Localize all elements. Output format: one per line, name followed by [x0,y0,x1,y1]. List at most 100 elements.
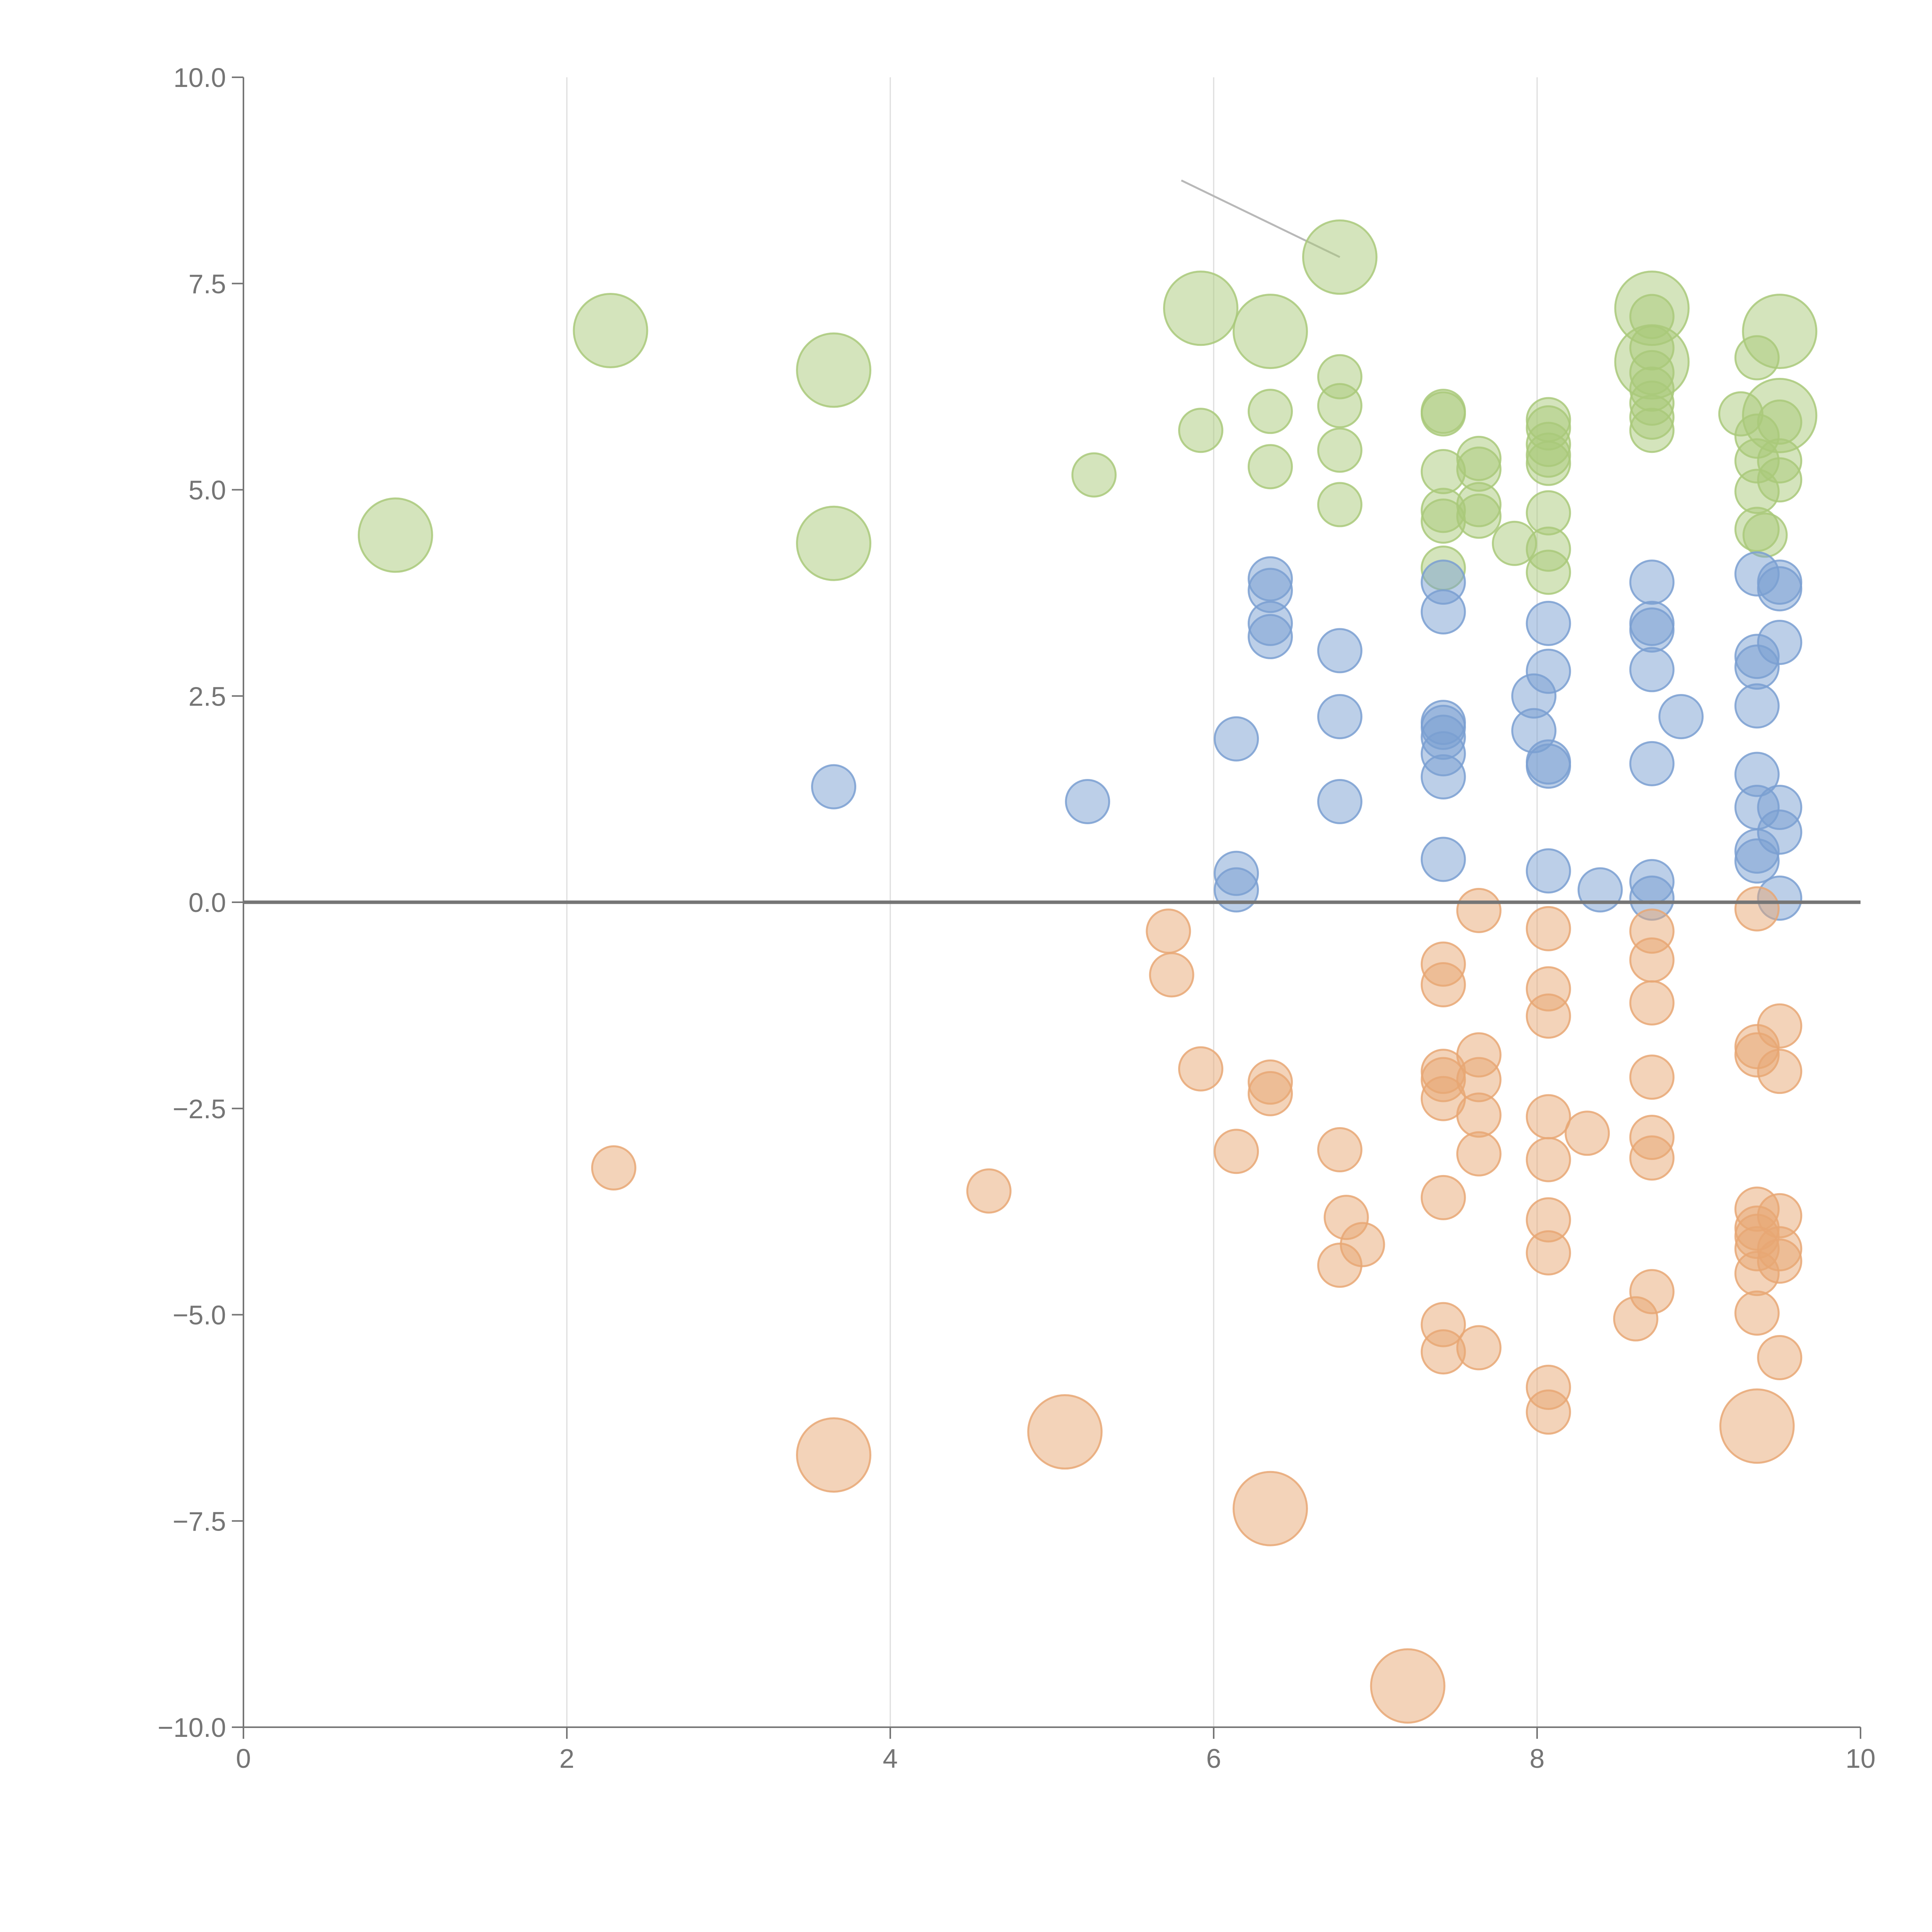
x-tick-label: 8 [1530,1743,1545,1774]
data-point-orange [1526,1389,1571,1435]
data-point-blue [1629,647,1675,692]
data-points [357,219,1818,1724]
data-point-blue [1526,848,1571,894]
y-tick-label: 2.5 [189,681,226,711]
data-point-orange [1526,1137,1571,1182]
data-point-green [1178,408,1224,453]
data-point-green [1232,294,1308,369]
data-point-orange [1214,1129,1259,1174]
data-point-green [1302,219,1378,295]
x-tick-label: 10 [1845,1743,1876,1774]
data-point-orange [1340,1222,1385,1267]
data-point-green [1456,493,1502,539]
data-point-orange [1757,1049,1803,1094]
data-point-blue [1757,619,1803,665]
data-point-blue [1526,600,1571,646]
data-point-blue [1317,694,1362,740]
data-point-green [1247,389,1293,434]
data-point-orange [1526,1230,1571,1276]
data-point-orange [1757,1003,1803,1049]
data-point-orange [1629,1054,1675,1100]
data-point-orange [1420,962,1466,1007]
data-point-blue [1420,754,1466,799]
data-point-blue [1065,779,1111,825]
data-point-blue [1658,694,1704,740]
x-tick-label: 6 [1206,1743,1221,1774]
data-point-orange [1526,906,1571,951]
data-point-orange [1719,1388,1795,1464]
y-tick-label: −2.5 [173,1094,226,1124]
data-point-orange [1629,980,1675,1026]
data-point-blue [1247,614,1293,660]
data-point-green [1742,294,1818,369]
data-point-green [1071,452,1117,498]
data-point-green [1317,427,1362,473]
data-point-orange [1734,886,1780,932]
y-tick-label: 5.0 [189,475,226,505]
data-point-orange [1456,1092,1502,1138]
data-point-orange [1456,1131,1502,1177]
data-point-blue [1629,560,1675,605]
data-point-orange [1146,908,1191,954]
x-tick-label: 4 [883,1743,898,1774]
data-point-blue [1214,867,1259,913]
data-point-green [1742,512,1788,558]
data-point-orange [1178,1046,1224,1092]
data-point-orange [591,1145,636,1190]
data-point-orange [1149,952,1194,998]
y-tick-label: 10.0 [173,63,226,93]
data-point-green [1757,457,1803,503]
data-point-green [1629,408,1675,453]
y-tick-label: −7.5 [173,1506,226,1536]
data-point-orange [1757,1335,1803,1381]
data-point-orange [796,1417,872,1493]
data-point-orange [1565,1111,1610,1156]
y-tick-label: −10.0 [158,1713,226,1743]
data-point-green [1247,444,1293,490]
data-point-green [573,293,648,368]
data-point-blue [1420,589,1466,634]
data-point-blue [1317,628,1362,673]
data-point-green [1420,391,1466,437]
data-point-green [1526,549,1571,595]
data-point-orange [1526,1094,1571,1139]
data-point-blue [1577,867,1623,913]
data-point-blue [1629,741,1675,786]
data-point-green [357,497,433,573]
data-point-blue [1757,810,1803,855]
data-point-blue [1734,683,1780,729]
data-point-orange [1027,1394,1103,1470]
data-point-orange [1629,1135,1675,1181]
data-point-blue [1420,837,1466,882]
data-point-orange [966,1168,1012,1214]
data-point-orange [1370,1648,1446,1724]
data-point-blue [1629,607,1675,653]
y-tick-label: 0.0 [189,888,226,918]
data-point-green [1526,440,1571,486]
data-point-green [1317,383,1362,429]
data-point-orange [1629,1269,1675,1315]
data-point-blue [1526,743,1571,789]
x-tick-label: 2 [560,1743,575,1774]
tick-labels: 0 2 4 6 8 10 10.0 7.5 5.0 2.5 0.0 −2.5 −5.0 −7.5 −10.0 [158,63,1876,1774]
y-tick-label: −5.0 [173,1300,226,1330]
data-point-blue [811,764,857,810]
data-point-blue [1757,566,1803,612]
axes [232,77,1861,1739]
data-point-orange [1734,1290,1780,1336]
data-point-orange [1247,1071,1293,1116]
data-point-orange [1526,993,1571,1039]
data-point-green [1163,270,1239,346]
data-point-orange [1757,1238,1803,1284]
data-point-orange [1456,888,1502,933]
data-point-orange [1456,1325,1502,1371]
data-point-blue [1317,779,1362,825]
data-point-orange [1232,1471,1308,1546]
data-point-green [1757,399,1803,445]
data-point-orange [1629,937,1675,983]
data-point-green [796,332,872,408]
x-tick-label: 0 [236,1743,251,1774]
data-point-orange [1317,1127,1362,1172]
data-point-green [796,505,872,581]
